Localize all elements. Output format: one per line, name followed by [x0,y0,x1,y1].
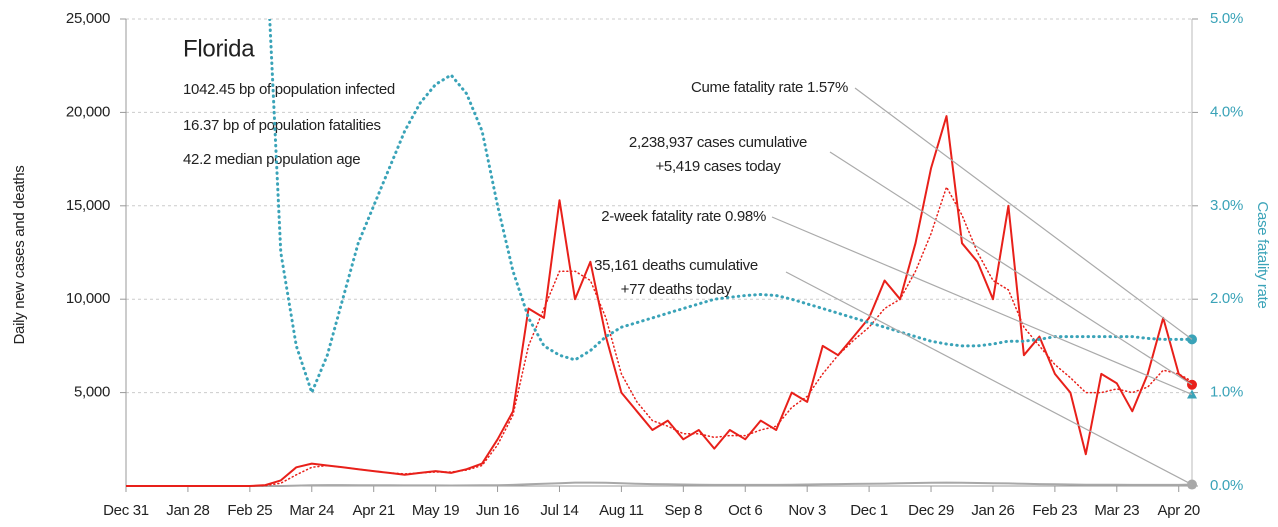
y-tick-label: 15,000 [66,197,110,214]
annotation-leader [771,216,1193,396]
annotation: +5,419 cases today [655,158,781,175]
x-tick-label: Feb 23 [1032,502,1077,519]
annotation-leader [829,151,1193,386]
x-tick-label: Sep 8 [664,502,702,519]
plot-area [126,19,1192,487]
x-tick-label: Oct 6 [728,502,762,519]
x-tick-label: May 19 [412,502,459,519]
series-line [126,186,1192,487]
y2-tick-label: 0.0% [1210,477,1243,494]
x-tick-label: Apr 21 [352,502,394,519]
y2-axis-label: Case fatality rate [1254,201,1271,308]
x-tick-label: Jan 28 [166,502,209,519]
x-tick-label: Nov 3 [788,502,826,519]
annotation-leader [785,271,1193,486]
y2-tick-label: 2.0% [1210,290,1243,307]
series-line [126,481,1192,487]
series-line [126,115,1192,487]
info-line: 42.2 median population age [183,151,360,168]
info-line: 1042.45 bp of population infected [183,81,395,98]
state-title: Florida [183,35,255,62]
x-tick-label: Dec 1 [850,502,888,519]
annotation: 2-week fatality rate 0.98% [601,208,766,225]
y2-tick-label: 5.0% [1210,10,1243,27]
y-axis-label: Daily new cases and deaths [11,166,28,345]
x-tick-label: Feb 25 [227,502,272,519]
x-tick-label: Dec 31 [103,502,149,519]
info-line: 16.37 bp of population fatalities [183,117,381,134]
x-tick-label: Jul 14 [540,502,578,519]
y-tick-label: 20,000 [66,103,110,120]
annotation-leader [854,87,1193,340]
annotation: 2,238,937 cases cumulative [629,134,807,151]
y-tick-label: 5,000 [74,384,110,401]
annotation: Cume fatality rate 1.57% [691,79,848,96]
x-tick-label: Jan 26 [971,502,1014,519]
x-tick-label: Dec 29 [908,502,954,519]
annotation: +77 deaths today [621,281,733,298]
y2-tick-label: 1.0% [1210,384,1243,401]
x-tick-label: Apr 20 [1158,502,1200,519]
x-tick-label: Aug 11 [599,502,644,519]
annotation: 35,161 deaths cumulative [594,257,758,274]
x-tick-label: Mar 24 [289,502,334,519]
y-tick-label: 25,000 [66,10,110,27]
y-tick-label: 10,000 [66,290,110,307]
y2-tick-label: 3.0% [1210,197,1243,214]
x-tick-label: Jun 16 [476,502,519,519]
y2-tick-label: 4.0% [1210,103,1243,120]
series-line [268,19,1192,395]
x-tick-label: Mar 23 [1094,502,1139,519]
